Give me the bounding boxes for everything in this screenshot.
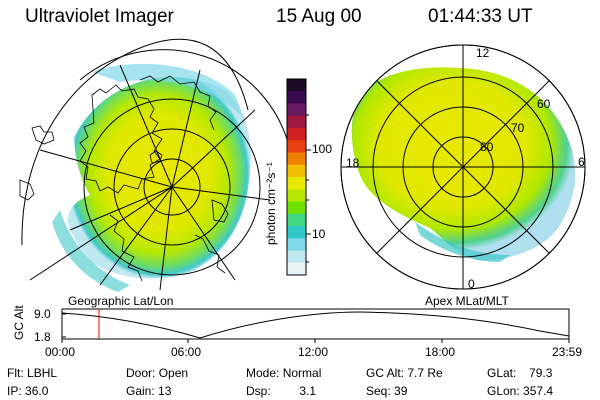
geographic-map [19, 38, 291, 292]
info-dsp-value: 3.1 [299, 384, 317, 398]
mlat-label-60: 60 [537, 97, 551, 111]
x-tick-06: 06:00 [171, 345, 202, 359]
info-filter-value: LBHL [27, 366, 58, 380]
colorbar-label-100: 100 [312, 142, 333, 156]
colorbar-frame [286, 78, 307, 276]
left-aurora-edge [92, 63, 245, 120]
mlt-label-6: 6 [578, 155, 585, 169]
colorbar-segment [287, 128, 306, 141]
info-mode-value: Normal [282, 366, 322, 380]
time-label: 01:44:33 UT [428, 6, 533, 27]
info-ip-label: IP: [7, 384, 22, 398]
left-aurora-tail [52, 210, 130, 292]
magnetic-map [340, 44, 586, 290]
mlt-label-12: 12 [476, 46, 490, 60]
colorbar-segment [287, 152, 306, 166]
colorbar-segment [287, 140, 306, 153]
colorbar-segment [287, 79, 306, 92]
altitude-tick-1-8: 1.8 [34, 330, 51, 344]
info-glat-label: GLat: [487, 366, 517, 380]
magnetic-projection-label: Apex MLat/MLT [425, 294, 509, 308]
info-glat: GLat: 79.3 [487, 366, 552, 380]
x-tick-2359: 23:59 [552, 345, 583, 359]
info-dsp-label: Dsp: [246, 384, 271, 398]
date-label: 15 Aug 00 [276, 6, 362, 27]
colorbar [287, 79, 306, 276]
mlat-label-80: 80 [480, 140, 494, 154]
info-gc-alt-label: GC Alt: [366, 366, 405, 380]
altitude-tick-9: 9.0 [34, 307, 51, 321]
altitude-y-label: GC Alt [12, 305, 26, 340]
coastline-outline [79, 84, 163, 194]
info-glon: GLon: 357.4 [487, 384, 553, 398]
colorbar-label-10: 10 [312, 227, 326, 241]
x-tick-00: 00:00 [45, 345, 76, 359]
info-ip: IP: 36.0 [7, 384, 48, 398]
info-gc-alt: GC Alt: 7.7 Re [366, 366, 443, 380]
mlt-label-0: 0 [468, 277, 475, 291]
info-glat-value: 79.3 [529, 366, 553, 380]
info-door-label: Door: [126, 366, 156, 380]
info-mode-label: Mode: [246, 366, 280, 380]
info-seq-label: Seq: [366, 384, 391, 398]
colorbar-segment [287, 91, 306, 104]
altitude-curve [61, 311, 570, 339]
colorbar-segment [287, 115, 306, 129]
info-gain-value: 13 [158, 384, 172, 398]
info-glon-label: GLon: [487, 384, 520, 398]
colorbar-segment [287, 213, 306, 227]
instrument-title: Ultraviolet Imager [25, 6, 174, 27]
info-door: Door: Open [126, 366, 188, 380]
colorbar-segment [287, 250, 306, 264]
altitude-plot [61, 308, 570, 343]
mlat-label-70: 70 [511, 121, 525, 135]
colorbar-segment [287, 226, 306, 239]
colorbar-segment [287, 189, 306, 202]
x-tick-18: 18:00 [425, 345, 456, 359]
info-seq-value: 39 [394, 384, 408, 398]
colorbar-segment [287, 238, 306, 251]
info-mode: Mode: Normal [246, 366, 321, 380]
geographic-projection-label: Geographic Lat/Lon [68, 294, 174, 308]
colorbar-segment [287, 201, 306, 215]
info-door-value: Open [158, 366, 189, 380]
info-gain: Gain: 13 [126, 384, 171, 398]
colorbar-segment [287, 103, 306, 117]
info-filter-label: Flt: [7, 366, 24, 380]
info-glon-value: 357.4 [523, 384, 554, 398]
colorbar-segment [287, 177, 306, 190]
info-dsp: Dsp: 3.1 [246, 384, 316, 398]
info-ip-value: 36.0 [25, 384, 49, 398]
info-gain-label: Gain: [126, 384, 155, 398]
altitude-plot-frame [61, 308, 570, 340]
info-filter: Flt: LBHL [7, 366, 57, 380]
mlt-label-18: 18 [346, 156, 360, 170]
colorbar-unit-label: photon cm⁻²s⁻¹ [264, 162, 278, 245]
info-gc-alt-value: 7.7 Re [407, 366, 443, 380]
info-seq: Seq: 39 [366, 384, 407, 398]
colorbar-segment [287, 164, 306, 178]
x-tick-12: 12:00 [298, 345, 329, 359]
colorbar-segment [287, 262, 306, 276]
